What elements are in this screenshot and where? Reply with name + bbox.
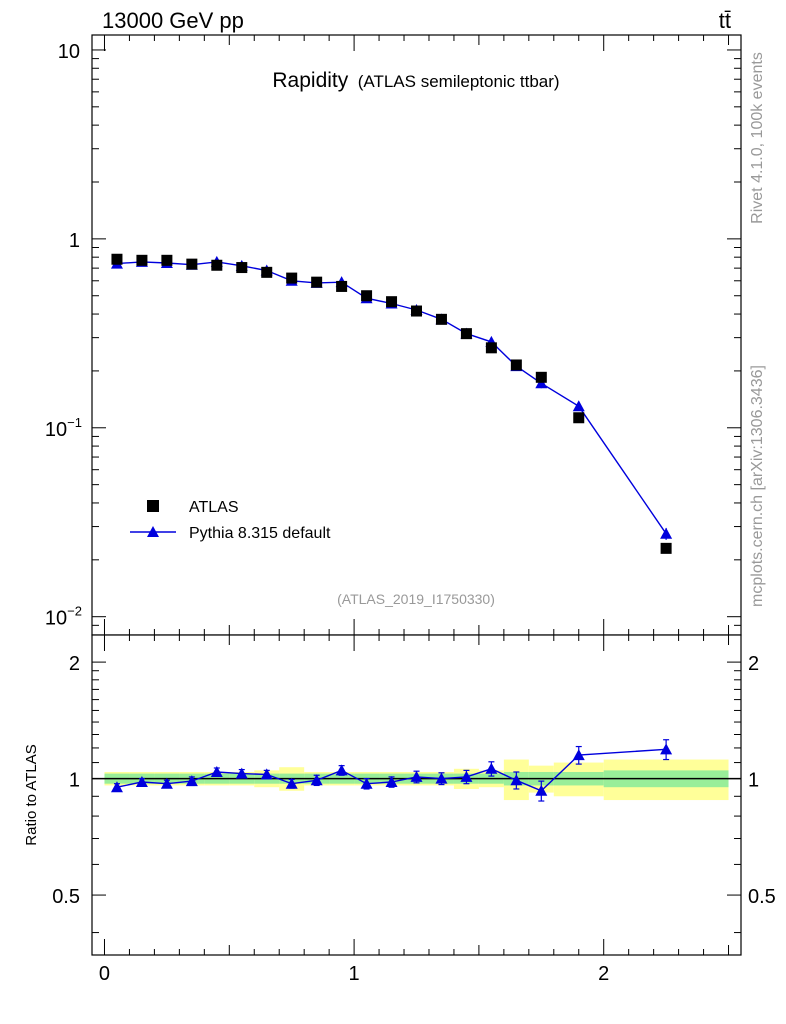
ratio-y-tick-label-left: 1 [69,770,80,792]
tick-base: 10 [45,419,67,441]
ratio-point [335,764,348,776]
ratio-axis-ticks [92,635,741,955]
atlas-point [186,258,198,270]
atlas-point [411,305,422,317]
x-tick-label: 2 [598,963,609,985]
mc-point [660,527,673,539]
ratio-y-tick-labels: 2 2 1 1 0.5 0.5 [52,653,776,908]
ratio-y-axis-label: Ratio to ATLAS [23,744,40,845]
atlas-point [386,296,398,308]
ratio-y-tick-label-right: 1 [748,770,759,792]
ratio-y-tick-label-right: 0.5 [748,886,776,908]
atlas-point [485,342,497,354]
mcplots-label: mcplots.cern.ch [arXiv:1306.3436] [749,365,766,607]
ratio-point [510,774,523,786]
ratio-y-tick-label-left: 0.5 [52,886,80,908]
process-label: tt̄ [719,8,731,33]
energy-label: 13000 GeV pp [102,8,244,33]
mc-point [572,400,585,412]
ratio-point [460,770,473,782]
atlas-point [336,280,348,292]
analysis-tag: (ATLAS_2019_I1750330) [337,591,495,607]
ratio-point [410,770,423,782]
legend-marker-atlas [147,500,159,512]
ratio-point [260,768,273,780]
x-tick-label: 0 [99,963,110,985]
tick-base: 10 [45,608,67,630]
atlas-point [286,272,298,284]
ratio-point [160,777,173,789]
atlas-point [161,254,173,266]
legend-label-atlas: ATLAS [189,499,239,516]
atlas-point [111,253,123,265]
title-sub: (ATLAS semileptonic ttbar) [358,72,560,91]
atlas-point [136,254,148,266]
atlas-point [573,412,585,424]
atlas-point [361,290,373,302]
plot-title: Rapidity (ATLAS semileptonic ttbar) [272,69,559,92]
ratio-point [572,749,585,761]
atlas-point [435,313,447,325]
x-tick-label: 1 [349,963,360,985]
atlas-point [460,328,472,340]
atlas-point [261,266,273,278]
ratio-point [185,775,198,787]
legend-marker-pythia [147,526,159,537]
ratio-mc-line [116,748,667,792]
ratio-y-tick-label-left: 2 [69,653,80,675]
atlas-point [236,262,248,274]
ratio-point [135,775,148,787]
main-axis-ticks [92,35,741,636]
ratio-point [435,772,448,784]
ratio-point [660,743,673,755]
atlas-point [510,359,522,371]
data-series [111,253,672,554]
ratio-point [285,777,298,789]
ratio-point [535,784,548,796]
atlas-point [311,276,323,288]
main-y-tick-label: 10−2 [45,604,82,630]
legend: ATLAS Pythia 8.315 default [130,499,331,542]
x-tick-labels: 0 1 2 [99,963,609,985]
main-y-tick-label: 10 [58,41,80,63]
atlas-point [211,259,223,271]
tick-exponent: −1 [67,415,82,430]
main-frame [91,34,742,636]
title-main: Rapidity [272,69,348,92]
main-y-tick-label: 1 [69,230,80,252]
ratio-panel: 2 2 1 1 0.5 0.5 0 1 2 Ratio to ATLAS [23,634,776,985]
ratio-point [485,762,498,774]
atlas-point [660,542,672,554]
tick-exponent: −2 [67,604,82,619]
ratio-point [310,774,323,786]
ratio-point [235,767,248,779]
ratio-point [110,781,123,793]
atlas-point [535,371,547,383]
ratio-mc-series [110,739,673,802]
ratio-point [210,765,223,777]
ratio-point [385,775,398,787]
legend-label-pythia: Pythia 8.315 default [189,525,331,542]
ratio-point [360,777,373,789]
ratio-y-tick-label-right: 2 [748,653,759,675]
rivet-version-label: Rivet 4.1.0, 100k events [749,52,766,224]
main-y-tick-label: 10−1 [45,415,82,441]
